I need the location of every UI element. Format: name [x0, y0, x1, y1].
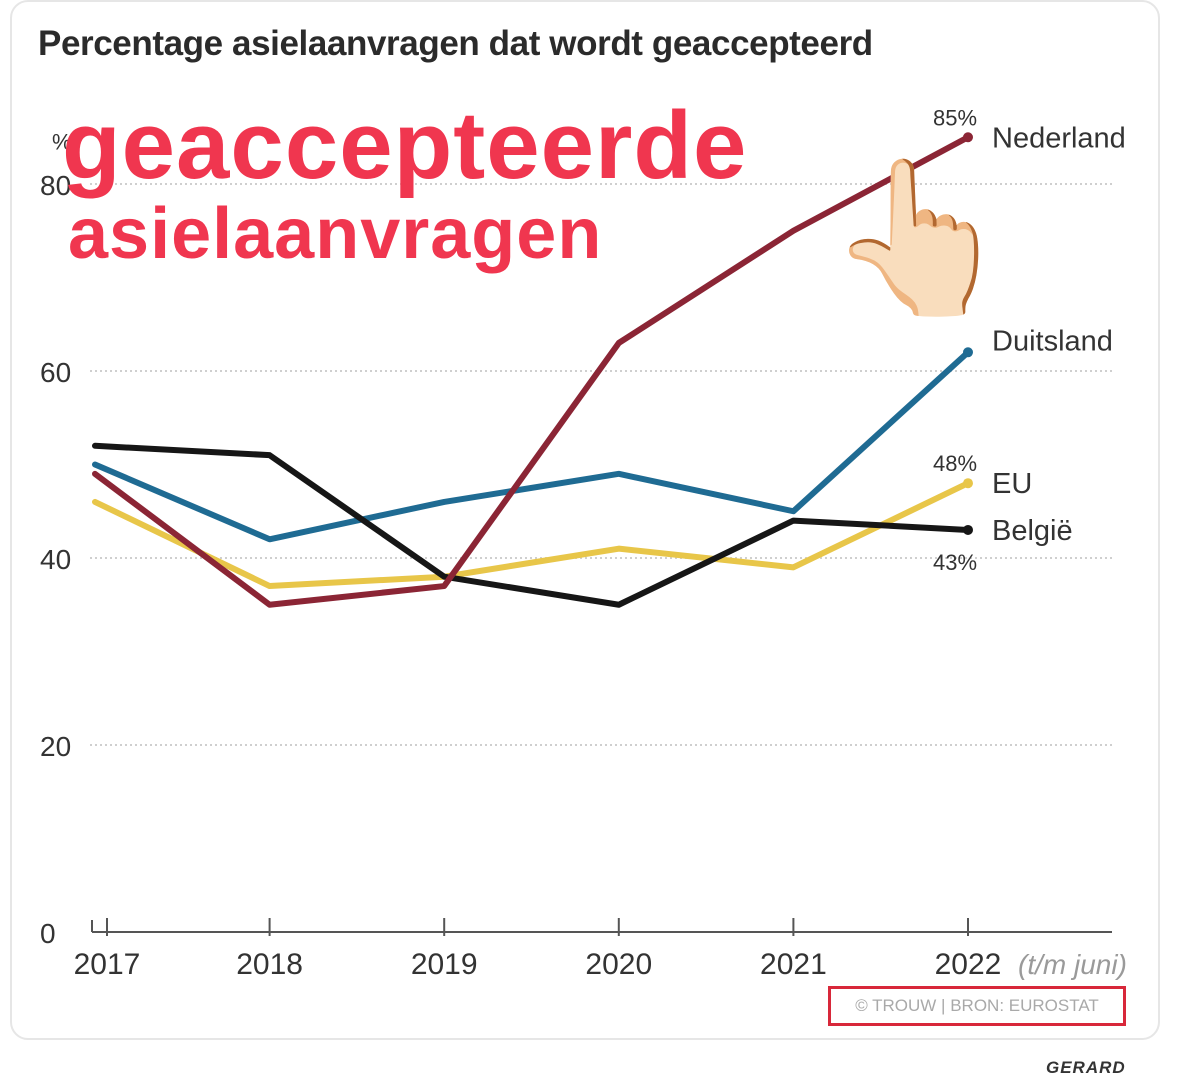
x-tick-label: 2020 — [585, 948, 652, 981]
pointing-hand-icon: 👆🏻 — [826, 153, 1013, 321]
source-note: © TROUW | BRON: EUROSTAT — [828, 986, 1126, 1026]
end-value-label: 85% — [933, 105, 977, 130]
series-label: Duitsland — [992, 325, 1113, 357]
y-tick-label: 60 — [40, 357, 71, 388]
series-label: EU — [992, 468, 1032, 500]
end-value-label: 43% — [933, 550, 977, 575]
y-tick-label: 20 — [40, 731, 71, 762]
x-tick-label: 2022 — [935, 948, 1002, 981]
series-label: Nederland — [992, 122, 1126, 154]
y-tick-label: 0 — [40, 918, 56, 949]
series-line-duitsland — [92, 349, 971, 543]
series-end-marker — [963, 524, 973, 535]
y-tick-label: 40 — [40, 544, 71, 575]
chart-card — [10, 0, 1160, 1040]
series-end-marker — [963, 478, 973, 489]
series-line-nederland — [92, 134, 971, 608]
series-line-eu — [92, 480, 971, 590]
x-tick-label: 2017 — [74, 948, 141, 981]
x-tick-suffix: (t/m juni) — [1018, 949, 1127, 980]
chart-title: Percentage asielaanvragen dat wordt geac… — [38, 24, 873, 63]
series-line-belgië — [92, 442, 971, 608]
series-end-marker — [963, 132, 973, 143]
end-value-label: 48% — [933, 451, 977, 476]
x-tick-label: 2018 — [236, 948, 303, 981]
overlay-text-line1: geaccepteerde — [62, 92, 748, 199]
x-tick-label: 2019 — [411, 948, 478, 981]
y-tick-label: 80 — [40, 170, 71, 201]
overlay-text-line2: asielaanvragen — [68, 194, 603, 274]
series-label: België — [992, 515, 1073, 547]
x-tick-label: 2021 — [760, 948, 827, 981]
series-end-marker — [963, 347, 973, 358]
cartoonist-credit: GERARD — [1046, 1058, 1126, 1077]
y-unit-label: % — [52, 129, 72, 154]
